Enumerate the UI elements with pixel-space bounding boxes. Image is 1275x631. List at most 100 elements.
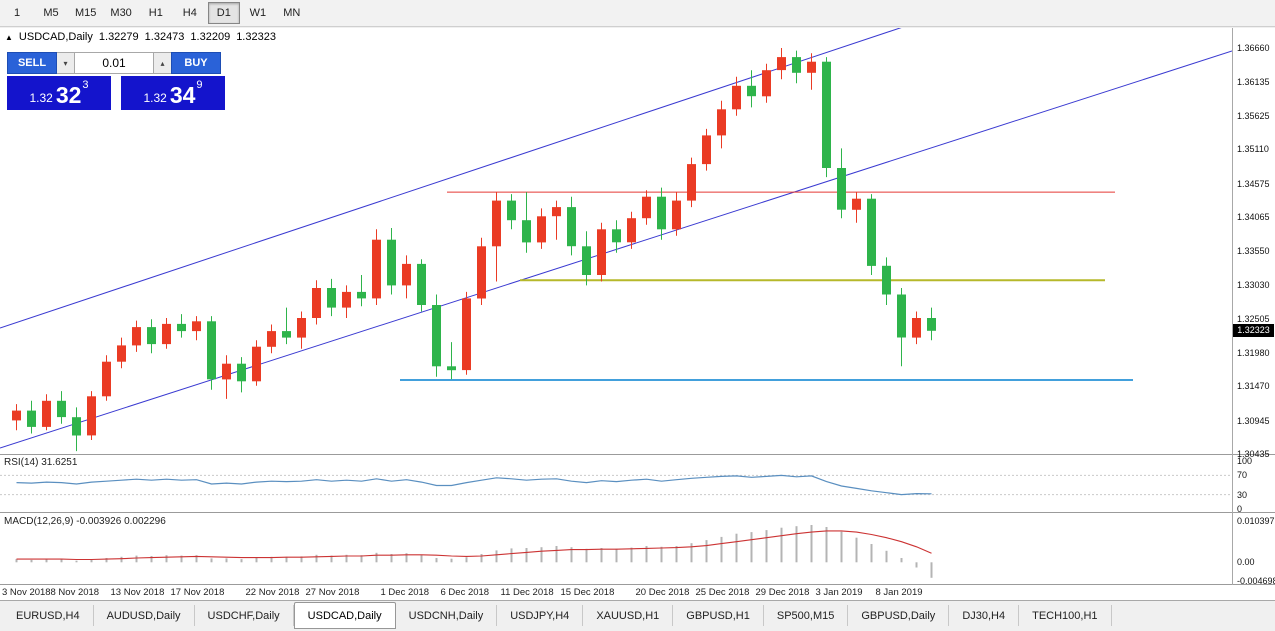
candle-body [522, 220, 531, 243]
timeframe-button-mn[interactable]: MN [283, 7, 301, 19]
price-axis-label: 1.30945 [1237, 415, 1270, 426]
time-axis[interactable]: 3 Nov 2018 8 Nov 2018 13 Nov 2018 17 Nov 20… [0, 585, 1232, 600]
timeframe-button-h1[interactable]: H1 [148, 7, 163, 19]
lot-increase-button[interactable]: ▴ [154, 52, 171, 74]
candle-body [702, 135, 711, 165]
timeframe-button-w1[interactable]: W1 [249, 7, 267, 19]
price-axis-label: 1.36135 [1237, 77, 1270, 88]
time-axis-label: 17 Nov 2018 [170, 587, 225, 598]
chart-tab-usdcad-daily[interactable]: USDCAD,Daily [293, 602, 396, 629]
candle-body [102, 361, 111, 397]
candle-body [132, 327, 141, 346]
candle-body [852, 198, 861, 210]
time-axis-label: 27 Nov 2018 [305, 587, 360, 598]
candle-body [147, 327, 156, 345]
ohlc-open-value: 1.32279 [98, 31, 139, 43]
time-axis-label: 3 Nov 2018 [2, 587, 51, 598]
timeframe-button-m5[interactable]: M5 [43, 7, 59, 19]
price-axis-label: 1.35110 [1237, 144, 1269, 155]
timeframe-toolbar: 1 M5 M15 M30 H1 H4 D1 W1 MN [0, 0, 1275, 27]
price-chart-pane[interactable] [0, 28, 1232, 454]
candle-body [237, 363, 246, 382]
candle-body [567, 207, 576, 247]
candle-body [387, 239, 396, 286]
candle-body [477, 246, 486, 299]
price-axis-label: 1.33550 [1237, 245, 1270, 256]
sell-price-display[interactable]: 1.32 32 3 [7, 76, 111, 110]
candle-body [672, 200, 681, 230]
rsi-line [16, 474, 932, 496]
chart-tab-dj30-h4[interactable]: DJ30,H4 [949, 605, 1020, 626]
ohlc-high-value: 1.32473 [144, 31, 185, 43]
chart-tab-usdjpy-h4[interactable]: USDJPY,H4 [497, 605, 584, 626]
time-axis-label: 13 Nov 2018 [110, 587, 165, 598]
price-axis-label: 1.31470 [1237, 381, 1270, 392]
candle-body [222, 363, 231, 380]
candle-body [462, 298, 471, 371]
collapse-trade-panel-icon[interactable]: ▲ [5, 32, 13, 42]
candle-body [537, 216, 546, 243]
timeframe-button-h4[interactable]: H4 [182, 7, 197, 19]
chart-tab-bar: EURUSD,H4 AUDUSD,Daily USDCHF,Daily USDCAD,… [0, 600, 1275, 631]
chart-symbol-label: USDCAD,Daily [18, 31, 93, 43]
timeframe-button-1[interactable]: 1 [13, 7, 21, 19]
candle-body [747, 85, 756, 97]
rsi-indicator-label: RSI(14) 31.6251 [4, 457, 78, 468]
channel-upper[interactable] [0, 28, 912, 329]
chart-tab-eurusd-h4[interactable]: EURUSD,H4 [3, 605, 94, 626]
time-axis-label: 15 Dec 2018 [560, 587, 615, 598]
candle-body [372, 239, 381, 299]
candle-body [402, 263, 411, 286]
candle-body [792, 57, 801, 73]
chart-tab-tech100-h1[interactable]: TECH100,H1 [1019, 605, 1112, 626]
rsi-axis-label: 100 [1237, 456, 1253, 466]
price-axis-border [1232, 28, 1233, 585]
candle-body [117, 345, 126, 362]
candle-body [642, 196, 651, 219]
timeframe-button-m15[interactable]: M15 [75, 7, 97, 19]
timeframe-button-m30[interactable]: M30 [110, 7, 132, 19]
chart-tab-gbpusd-h1[interactable]: GBPUSD,H1 [673, 605, 764, 626]
ohlc-close-value: 1.32323 [236, 31, 276, 43]
buy-button[interactable]: BUY [171, 52, 221, 74]
time-axis-label: 8 Nov 2018 [50, 587, 100, 598]
rsi-pane[interactable] [0, 455, 1232, 512]
candle-body [162, 323, 171, 345]
candle-body [912, 318, 921, 338]
chart-tab-audusd-daily[interactable]: AUDUSD,Daily [94, 605, 195, 626]
pane-separator[interactable] [0, 454, 1275, 455]
candle-body [357, 291, 366, 299]
macd-signal-line [16, 530, 932, 561]
candle-body [597, 229, 606, 275]
time-axis-label: 20 Dec 2018 [635, 587, 690, 598]
candle-body [177, 323, 186, 332]
pane-separator[interactable] [0, 512, 1275, 513]
candle-body [27, 410, 36, 427]
candle-body [717, 109, 726, 136]
lot-decrease-button[interactable]: ▾ [57, 52, 74, 74]
chart-tab-gbpusd-daily[interactable]: GBPUSD,Daily [848, 605, 950, 626]
timeframe-button-d1[interactable]: D1 [207, 2, 240, 24]
rsi-axis-label: 30 [1237, 489, 1248, 500]
price-axis-label: 1.35625 [1237, 110, 1270, 121]
macd-indicator-label: MACD(12,26,9) -0.003926 0.002296 [4, 516, 166, 527]
chart-tab-xauusd-h1[interactable]: XAUUSD,H1 [583, 605, 674, 626]
chart-tab-usdchf-daily[interactable]: USDCHF,Daily [195, 605, 294, 626]
buy-price-display[interactable]: 1.32 34 9 [121, 76, 225, 110]
candle-body [267, 331, 276, 347]
chart-tab-sp500-m15[interactable]: SP500,M15 [764, 605, 849, 626]
candle-body [72, 417, 81, 436]
price-axis-label: 1.31980 [1237, 348, 1270, 359]
candle-body [327, 288, 336, 308]
chart-window[interactable]: ▲ USDCAD,Daily 1.32279 1.32473 1.32209 1… [0, 28, 1275, 600]
sell-button[interactable]: SELL [7, 52, 57, 74]
time-axis-label: 3 Jan 2019 [815, 587, 863, 598]
chart-ohlc-header: ▲ USDCAD,Daily 1.32279 1.32473 1.32209 1… [5, 31, 276, 43]
lot-size-input[interactable] [74, 52, 154, 74]
macd-pane[interactable] [0, 513, 1232, 584]
candle-body [897, 294, 906, 338]
price-axis-label: 1.32505 [1237, 313, 1270, 324]
chart-tab-usdcnh-daily[interactable]: USDCNH,Daily [396, 605, 498, 626]
time-axis-label: 25 Dec 2018 [695, 587, 750, 598]
